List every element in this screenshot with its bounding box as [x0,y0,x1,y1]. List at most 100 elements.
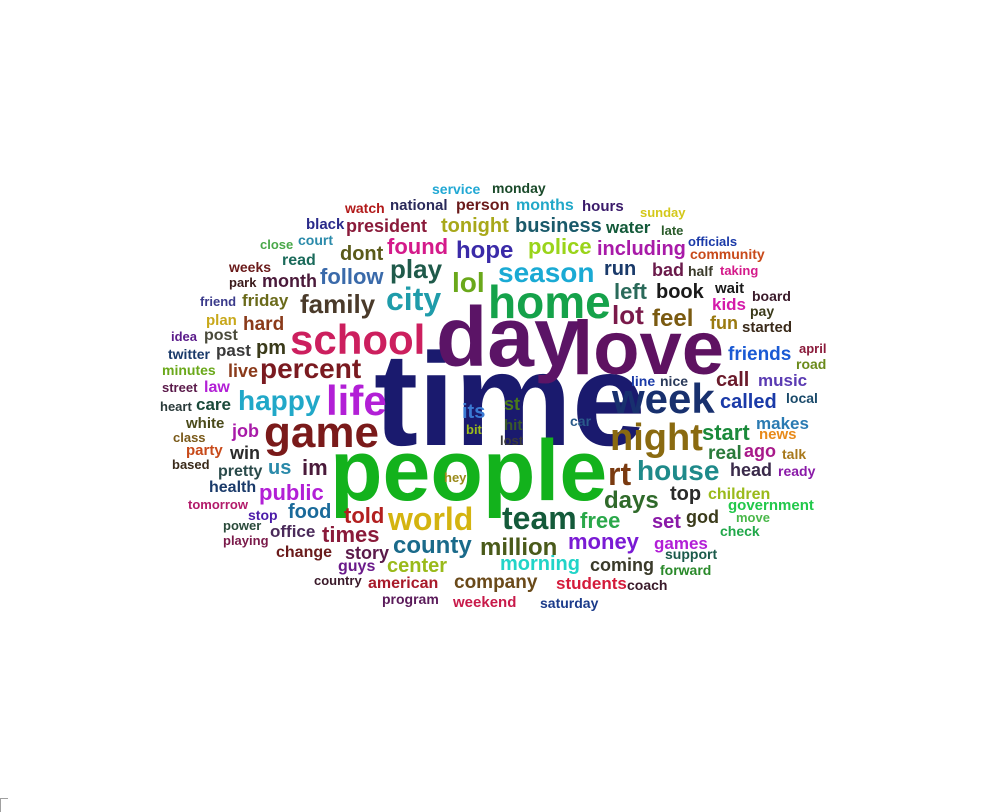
cloud-word-water: water [605,218,651,237]
cloud-word-care: care [196,395,231,414]
cloud-word-told: told [344,503,384,528]
cloud-word-line: line [631,373,655,389]
cloud-word-law: law [204,379,230,396]
cloud-word-support: support [665,546,717,562]
cloud-word-idea: idea [171,329,198,344]
cloud-word-program: program [382,591,439,607]
cloud-word-call: call [716,369,749,391]
cloud-word-pm: pm [256,337,286,359]
cloud-word-home: home [488,276,611,328]
cloud-word-win: win [229,443,260,463]
cloud-word-watch: watch [344,200,385,216]
cloud-word-left: left [614,279,648,304]
cloud-word-twitter: twitter [168,346,211,362]
corner-resize-mark [0,798,8,812]
cloud-word-government: government [728,497,814,514]
cloud-word-house: house [637,455,719,486]
cloud-word-ready: ready [778,463,816,479]
cloud-word-officials: officials [688,234,737,249]
cloud-word-local: local [786,390,818,406]
cloud-word-lol: lol [452,267,485,298]
cloud-word-happy: happy [238,385,321,416]
cloud-word-children: children [708,486,770,503]
cloud-word-hard: hard [243,314,284,335]
cloud-word-love: love [572,306,724,391]
cloud-word-its: its [462,401,485,423]
cloud-word-lot: lot [612,300,644,330]
cloud-word-morning: morning [500,553,580,575]
cloud-word-police: police [528,234,592,259]
cloud-word-move: move [736,510,770,525]
cloud-word-tonight: tonight [441,215,509,237]
cloud-word-rt: rt [608,456,631,492]
cloud-word-fun: fun [710,313,738,333]
cloud-word-students: students [556,574,627,593]
cloud-word-hope: hope [456,237,513,264]
cloud-word-day: day [436,290,581,384]
cloud-word-board: board [752,288,791,304]
cloud-word-hit: hit [504,417,522,434]
cloud-word-live: live [228,361,258,381]
cloud-word-million: million [480,534,557,561]
cloud-word-president: president [346,216,427,236]
cloud-word-service: service [432,181,480,197]
cloud-word-percent: percent [260,353,361,384]
cloud-word-makes: makes [756,414,809,433]
cloud-word-guys: guys [338,558,375,575]
cloud-word-minutes: minutes [162,362,216,378]
cloud-word-april: april [799,341,826,356]
cloud-word-times: times [322,522,379,547]
cloud-word-dont: dont [340,243,384,265]
cloud-word-feel: feel [652,305,693,332]
cloud-word-week: week [611,375,715,422]
cloud-word-saturday: saturday [540,595,599,611]
cloud-word-story: story [345,543,389,563]
cloud-word-black: black [306,216,345,233]
cloud-word-close: close [260,237,293,252]
cloud-word-coach: coach [627,577,667,593]
cloud-word-school: school [290,316,425,363]
cloud-word-half: half [688,263,713,279]
cloud-word-power: power [223,518,261,533]
cloud-word-bad: bad [652,260,684,280]
cloud-word-bit: bit [466,422,483,437]
cloud-word-days: days [604,487,659,514]
cloud-word-world: world [387,501,473,537]
cloud-word-months: months [516,197,574,214]
cloud-word-people: people [330,423,607,519]
cloud-word-person: person [456,197,509,214]
cloud-word-forward: forward [660,562,711,578]
cloud-word-coming: coming [590,555,654,575]
cloud-word-kids: kids [712,295,746,314]
cloud-word-im: im [302,455,328,480]
cloud-word-health: health [209,479,256,496]
cloud-word-weeks: weeks [228,259,271,275]
cloud-word-called: called [720,391,777,413]
cloud-word-center: center [387,555,447,577]
cloud-word-post: post [204,327,238,344]
cloud-word-started: started [742,319,792,336]
cloud-word-community: community [690,246,765,262]
cloud-word-city: city [386,281,441,317]
cloud-word-read: read [282,252,316,269]
cloud-word-month: month [262,271,317,291]
cloud-word-hours: hours [582,198,624,215]
cloud-word-pretty: pretty [218,463,263,480]
cloud-word-friday: friday [242,291,289,310]
cloud-word-monday: monday [492,180,546,196]
cloud-word-sunday: sunday [640,205,686,220]
cloud-word-life: life [326,377,387,424]
cloud-word-follow: follow [320,264,384,289]
cloud-word-friend: friend [200,294,236,309]
cloud-word-team: team [502,500,577,536]
cloud-word-based: based [172,457,210,472]
cloud-word-late: late [661,223,683,238]
cloud-word-car: car [570,413,592,429]
cloud-word-party: party [186,442,223,459]
cloud-word-american: american [368,575,438,592]
cloud-word-street: street [162,380,198,395]
cloud-word-heart: heart [160,399,192,414]
cloud-word-run: run [604,258,636,280]
cloud-word-money: money [568,529,640,554]
cloud-word-white: white [185,415,224,432]
